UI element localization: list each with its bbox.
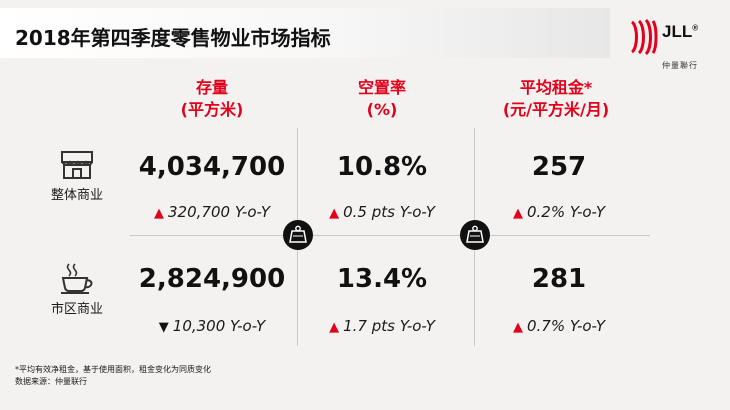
row-label-text: 市区商业 (50, 302, 103, 317)
overall-vacancy-change-text: 0.5 pts Y-o-Y (343, 203, 435, 221)
column-header-stock: 存量 (平方米) (127, 77, 297, 121)
column-header-rent-unit: (元/平方米/月) (502, 100, 610, 119)
up-arrow-icon: ▲ (512, 320, 523, 335)
urban-rent-value: 281 (531, 264, 587, 294)
grid-divider-horizontal (130, 235, 650, 236)
urban-rent-change: ▲ 0.7% Y-o-Y (474, 317, 644, 335)
column-header-vacancy: 空置率 (%) (297, 77, 467, 121)
row-label-urban: 市区商业 (46, 262, 108, 317)
overall-vacancy-change: ▲ 0.5 pts Y-o-Y (297, 203, 467, 221)
jll-logo-icon (630, 18, 658, 56)
overall-rent-change-text: 0.2% Y-o-Y (526, 203, 606, 221)
urban-rent-change-text: 0.7% Y-o-Y (526, 317, 606, 335)
row-label-text: 整体商业 (50, 188, 103, 203)
down-arrow-icon: ▼ (158, 320, 169, 335)
weight-icon (283, 220, 313, 250)
up-arrow-icon: ▲ (329, 320, 340, 335)
column-header-vacancy-title: 空置率 (357, 78, 406, 97)
urban-stock-change: ▼ 10,300 Y-o-Y (127, 317, 297, 335)
overall-vacancy-value: 10.8% (336, 152, 428, 182)
urban-vacancy-value: 13.4% (336, 264, 428, 294)
overall-stock-change: ▲ 320,700 Y-o-Y (127, 203, 297, 221)
jll-logo: JLL® 仲量聯行 (628, 18, 720, 76)
logo-reg: ® (692, 23, 699, 33)
column-header-stock-unit: (平方米) (180, 100, 244, 119)
column-header-rent: 平均租金* (元/平方米/月) (471, 77, 641, 121)
row-label-overall: 整体商业 (46, 150, 108, 203)
up-arrow-icon: ▲ (154, 206, 165, 221)
urban-vacancy-change: ▲ 1.7 pts Y-o-Y (297, 317, 467, 335)
logo-chinese: 仲量聯行 (662, 61, 698, 70)
weight-icon (460, 220, 490, 250)
urban-vacancy-change-text: 1.7 pts Y-o-Y (343, 317, 435, 335)
urban-stock-value: 2,824,900 (138, 264, 286, 294)
page-title: 2018年第四季度零售物业市场指标 (15, 26, 331, 50)
column-header-rent-title: 平均租金* (519, 78, 593, 97)
logo-text: JLL (662, 22, 693, 41)
coffee-cup-icon (61, 263, 93, 294)
overall-stock-change-text: 320,700 Y-o-Y (168, 203, 270, 221)
footnote: *平均有效净租金，基于使用面积，租金变化为同质变化 (15, 365, 211, 374)
urban-stock-change-text: 10,300 Y-o-Y (172, 317, 266, 335)
overall-rent-change: ▲ 0.2% Y-o-Y (474, 203, 644, 221)
storefront-icon (61, 151, 93, 179)
up-arrow-icon: ▲ (512, 206, 523, 221)
overall-rent-value: 257 (531, 152, 587, 182)
title-bar (0, 8, 610, 58)
column-header-vacancy-unit: (%) (366, 100, 398, 119)
up-arrow-icon: ▲ (329, 206, 340, 221)
data-source: 数据来源：仲量联行 (15, 377, 87, 386)
overall-stock-value: 4,034,700 (138, 152, 286, 182)
column-header-stock-title: 存量 (195, 78, 228, 97)
